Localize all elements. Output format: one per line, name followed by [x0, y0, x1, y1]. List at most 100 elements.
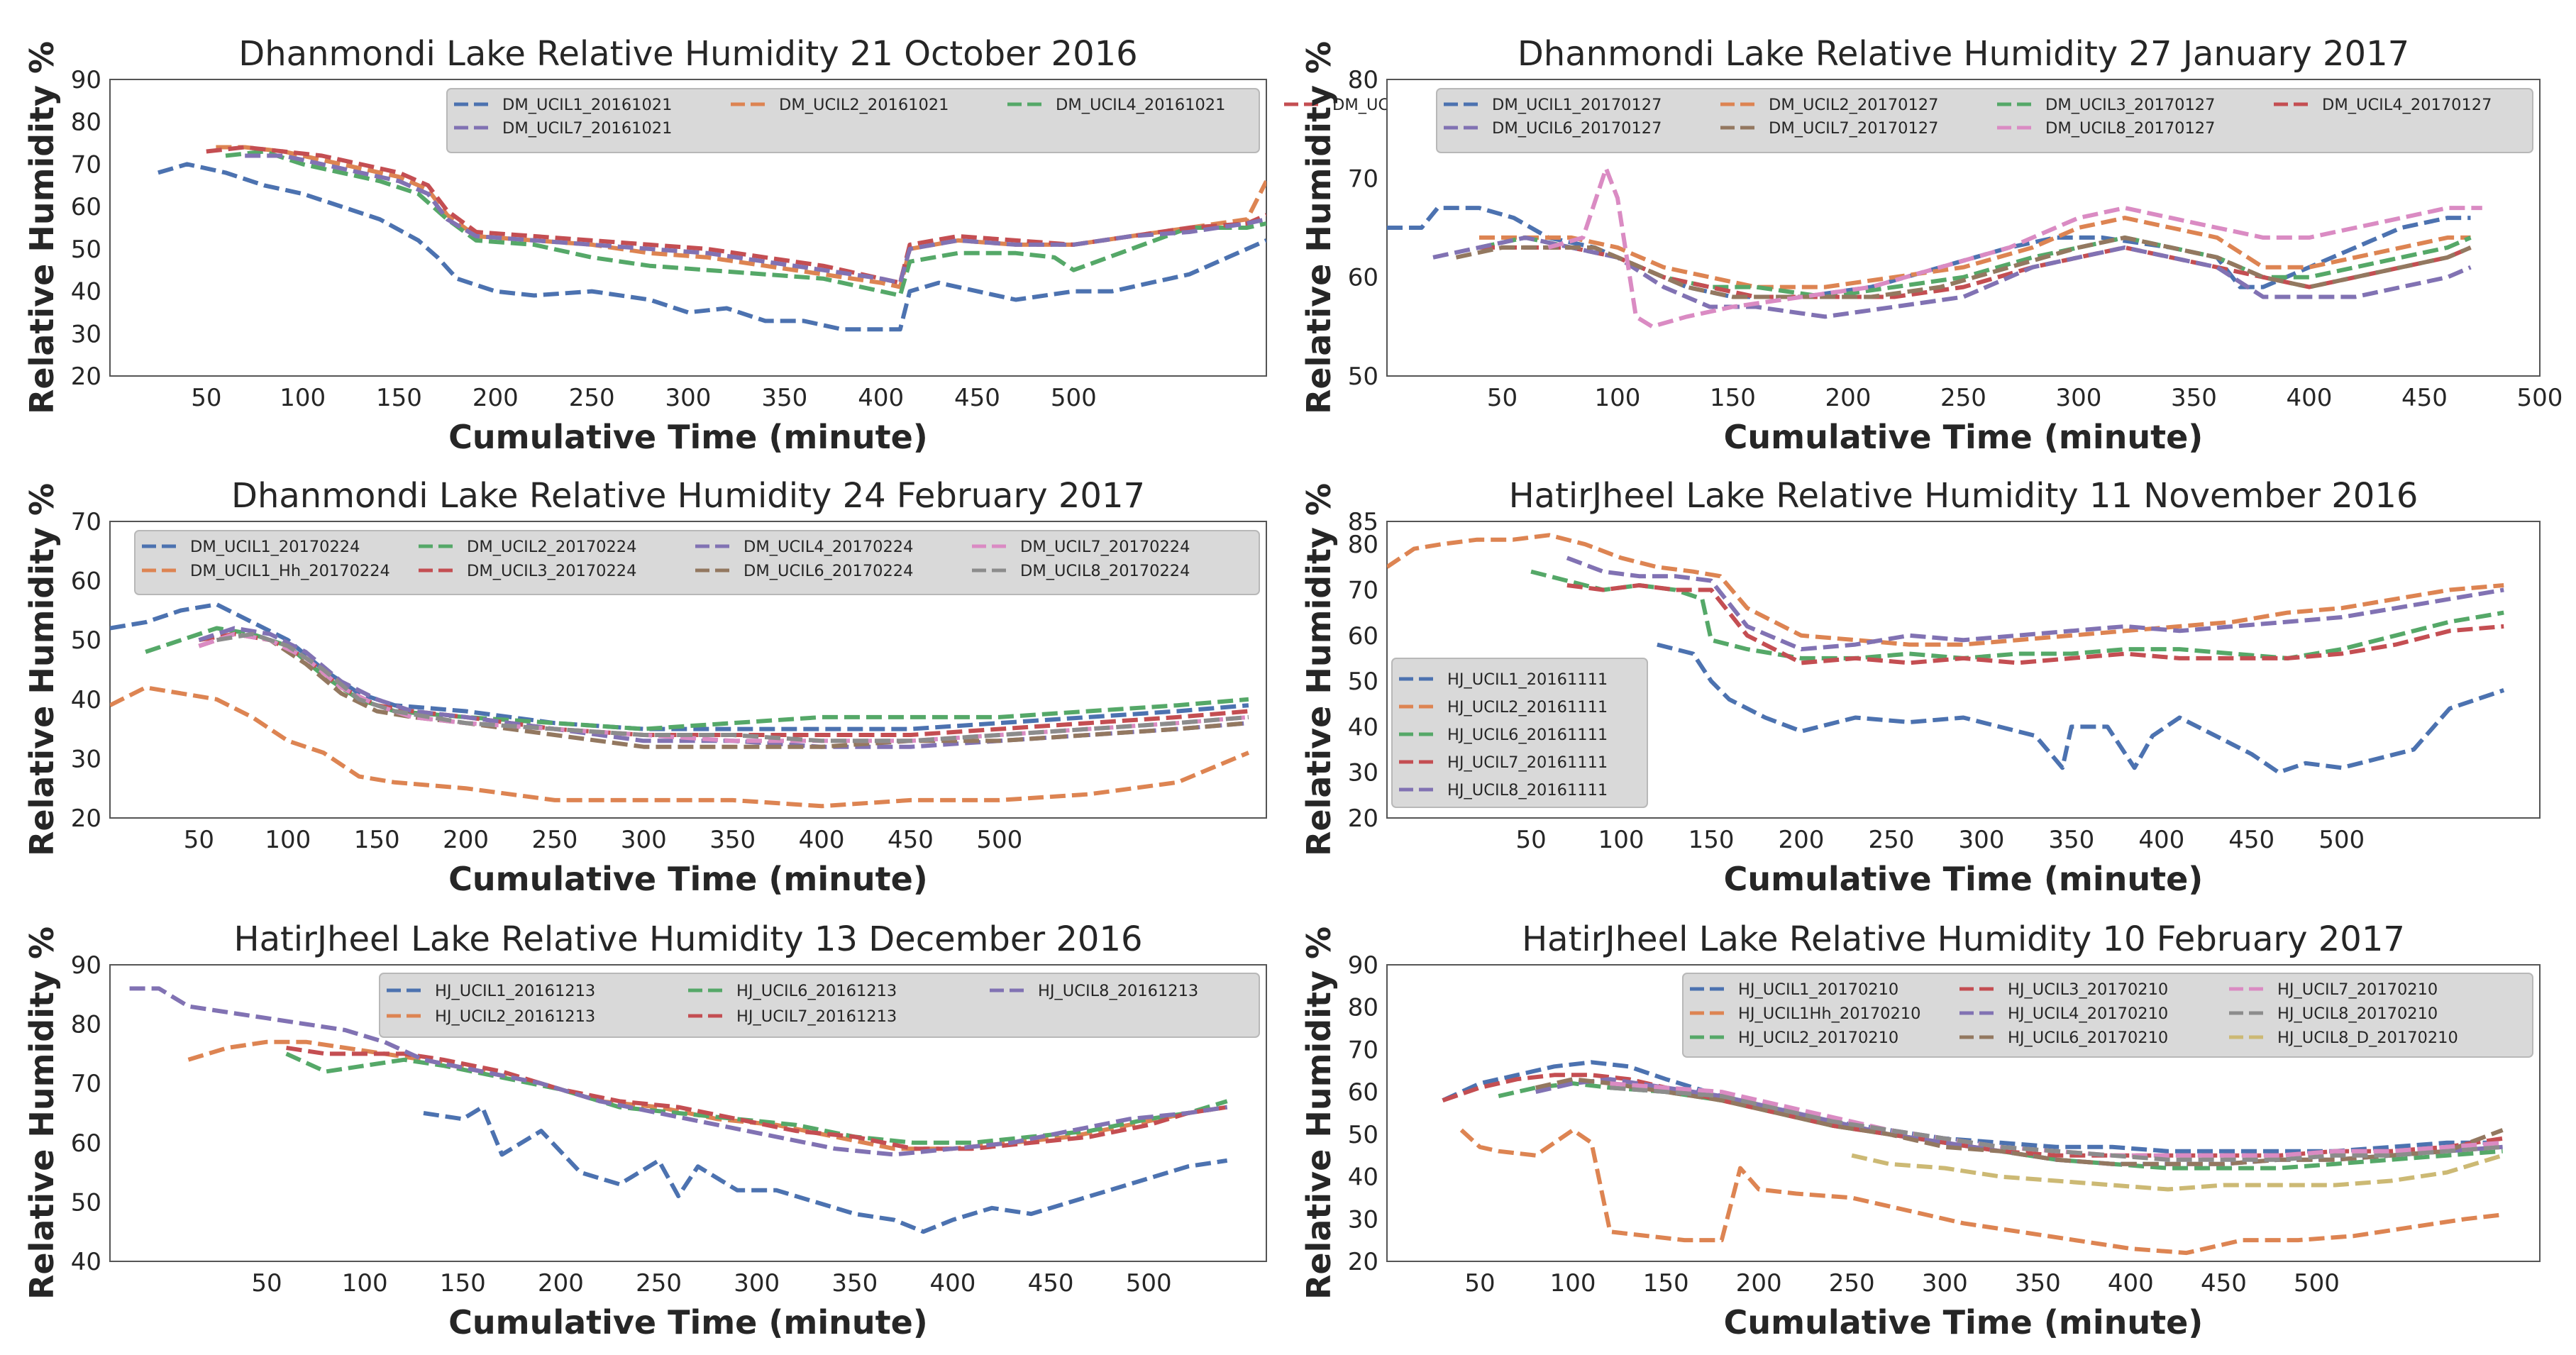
series-line-HJ_UCIL8_20170210 [1610, 1085, 2503, 1162]
legend-label: HJ_UCIL1Hh_20170210 [1738, 1005, 1920, 1023]
y-tick-label: 80 [71, 1011, 101, 1039]
series-line-DM_UCIL4_20161021 [225, 149, 1266, 298]
y-tick-label: 60 [71, 193, 101, 221]
x-tick-label: 400 [2287, 384, 2333, 412]
legend-item: DM_UCIL6_20170224 [695, 562, 913, 580]
x-tick-label: 100 [280, 384, 326, 412]
y-axis-label: Relative Humidity % [1300, 927, 1338, 1300]
legend-label: HJ_UCIL8_20170210 [2277, 1005, 2438, 1023]
series-line-HJ_UCIL6_20170210 [1535, 1077, 2504, 1166]
series-line-DM_UCIL2_20170127 [1479, 216, 2471, 289]
x-axis-label: Cumulative Time (minute) [448, 1303, 928, 1342]
chart-title: Dhanmondi Lake Relative Humidity 27 Janu… [1518, 34, 2409, 74]
x-tick-label: 250 [636, 1269, 682, 1298]
series-line-HJ_UCIL6_20161111 [1530, 569, 2504, 660]
legend-item: DM_UCIL2_20170224 [419, 538, 636, 556]
x-tick-label: 300 [2056, 384, 2102, 412]
x-tick-label: 150 [354, 826, 400, 854]
y-tick-label: 30 [71, 320, 101, 348]
x-tick-label: 200 [472, 384, 519, 412]
legend-item: HJ_UCIL6_20161213 [688, 982, 897, 1000]
legend-label: HJ_UCIL8_20161213 [1038, 982, 1198, 1000]
legend-item: DM_UCIL1_20170127 [1444, 96, 1662, 114]
x-tick-label: 150 [1710, 384, 1756, 412]
y-tick-label: 80 [1348, 66, 1378, 94]
legend-item: HJ_UCIL8_20161213 [990, 982, 1198, 1000]
x-tick-label: 500 [2294, 1269, 2340, 1298]
series-group [157, 145, 1266, 332]
y-tick-label: 30 [1348, 1205, 1378, 1234]
x-tick-label: 450 [2228, 826, 2274, 854]
legend-item: DM_UCIL8_20170127 [1997, 119, 2215, 138]
x-tick-label: 100 [1598, 826, 1644, 854]
y-tick-label: 60 [71, 1129, 101, 1158]
y-tick-label: 60 [71, 568, 101, 596]
legend-item: HJ_UCIL8_20161111 [1399, 781, 1608, 800]
legend-item: HJ_UCIL7_20161213 [688, 1007, 897, 1026]
legend-label: HJ_UCIL7_20161111 [1447, 753, 1608, 772]
legend-label: HJ_UCIL3_20170210 [2008, 980, 2168, 999]
y-axis-label: Relative Humidity % [23, 41, 61, 414]
x-tick-label: 50 [1487, 384, 1518, 412]
legend-label: DM_UCIL4_20161021 [1056, 96, 1225, 114]
legend-label: HJ_UCIL6_20161213 [736, 982, 897, 1000]
legend-item: DM_UCIL7_20170224 [972, 538, 1190, 556]
y-axis-label: Relative Humidity % [23, 483, 61, 856]
x-tick-label: 150 [1688, 826, 1735, 854]
x-tick-label: 100 [1550, 1269, 1596, 1298]
y-tick-label: 20 [1348, 1248, 1378, 1276]
legend-label: DM_UCIL7_20170224 [1020, 538, 1190, 556]
legend-label: HJ_UCIL6_20161111 [1447, 726, 1608, 744]
legend: HJ_UCIL1_20170210 HJ_UCIL1Hh_20170210 HJ_U… [1682, 973, 2533, 1058]
x-tick-label: 250 [531, 826, 577, 854]
chart-title: HatirJheel Lake Relative Humidity 11 Nov… [1509, 476, 2419, 516]
series-line-DM_UCIL1_20161021 [157, 162, 1266, 332]
chart-title: HatirJheel Lake Relative Humidity 10 Feb… [1522, 919, 2405, 959]
y-axis-label: Relative Humidity % [1300, 483, 1338, 856]
legend-item: DM_UCIL3_20170127 [1997, 96, 2215, 114]
legend: DM_UCIL1_20161021 DM_UCIL2_20161021 DM_UCI… [446, 88, 1502, 153]
x-tick-label: 500 [2318, 826, 2365, 854]
y-tick-label: 40 [1348, 1163, 1378, 1192]
chart-panel-5: HatirJheel Lake Relative Humidity 13 Dec… [23, 919, 1267, 1342]
legend-label: HJ_UCIL2_20170210 [1738, 1029, 1898, 1047]
x-tick-label: 350 [2048, 826, 2094, 854]
x-tick-label: 50 [184, 826, 214, 854]
series-line-HJ_UCIL1_20161213 [423, 1105, 1228, 1234]
legend: HJ_UCIL1_20161111 HJ_UCIL2_20161111 HJ_UCI… [1391, 658, 1648, 808]
legend-label: DM_UCIL3_20170224 [467, 562, 636, 580]
chart-title: HatirJheel Lake Relative Humidity 13 Dec… [233, 919, 1142, 959]
legend-label: HJ_UCIL2_20161213 [435, 1007, 595, 1026]
legend-label: HJ_UCIL7_20170210 [2277, 980, 2438, 999]
legend-item: HJ_UCIL7_20170210 [2229, 980, 2438, 999]
series-line-DM_UCIL1_Hh_20170224 [110, 685, 1250, 809]
x-tick-label: 400 [858, 384, 904, 412]
legend-item: DM_UCIL2_20161021 [731, 96, 949, 114]
y-tick-label: 70 [71, 1070, 101, 1098]
y-tick-label: 50 [1348, 363, 1378, 391]
legend-label: DM_UCIL1_Hh_20170224 [190, 562, 390, 580]
x-tick-label: 400 [2138, 826, 2184, 854]
legend-label: DM_UCIL2_20161021 [779, 96, 949, 114]
y-tick-label: 70 [71, 150, 101, 179]
y-tick-label: 70 [71, 508, 101, 536]
legend-item: HJ_UCIL6_20170210 [1959, 1029, 2168, 1047]
x-tick-label: 200 [1779, 826, 1825, 854]
legend-label: HJ_UCIL2_20161111 [1447, 698, 1608, 717]
legend-item: HJ_UCIL2_20161111 [1399, 698, 1608, 717]
legend-label: DM_UCIL2_20170224 [467, 538, 636, 556]
series-group [110, 602, 1250, 809]
x-tick-label: 300 [1958, 826, 2004, 854]
series-line-DM_UCIL6_20170224 [198, 631, 1249, 749]
chart-title: Dhanmondi Lake Relative Humidity 21 Octo… [238, 34, 1137, 74]
y-tick-label: 50 [71, 236, 101, 264]
series-line-HJ_UCIL2_20161111 [1387, 533, 2504, 647]
legend-label: HJ_UCIL8_20161111 [1447, 781, 1608, 800]
legend-item: HJ_UCIL1_20170210 [1690, 980, 1898, 999]
series-group [129, 986, 1228, 1234]
legend-item: DM_UCIL4_20161021 [1007, 96, 1225, 114]
y-tick-label: 40 [1348, 713, 1378, 741]
legend-label: DM_UCIL3_20170127 [2045, 96, 2215, 114]
legend-item: HJ_UCIL7_20161111 [1399, 753, 1608, 772]
x-tick-label: 300 [1922, 1269, 1968, 1298]
